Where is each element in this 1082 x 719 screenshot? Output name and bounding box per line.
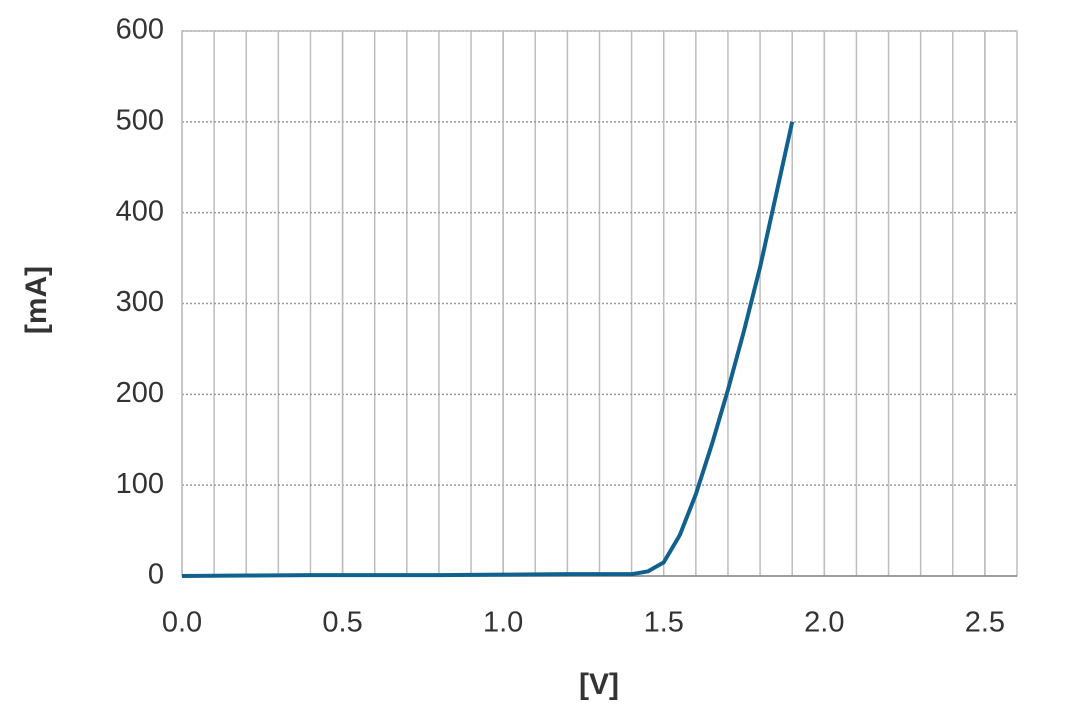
y-tick-label: 400 [116,195,164,227]
x-tick-label: 2.0 [804,607,844,639]
x-axis-label: [V] [579,668,619,701]
x-tick-label: 2.5 [965,607,1005,639]
y-tick-label: 300 [116,286,164,318]
y-axis-label: [mA] [20,266,53,334]
x-tick-label: 0.5 [322,607,362,639]
y-tick-label: 600 [116,14,164,46]
x-tick-label: 1.0 [483,607,523,639]
x-tick-label: 1.5 [644,607,684,639]
x-tick-label: 0.0 [162,607,202,639]
y-tick-label: 500 [116,104,164,136]
y-tick-label: 200 [116,377,164,409]
data-line [181,121,795,578]
y-tick-label: 100 [116,468,164,500]
y-tick-label: 0 [148,559,164,591]
